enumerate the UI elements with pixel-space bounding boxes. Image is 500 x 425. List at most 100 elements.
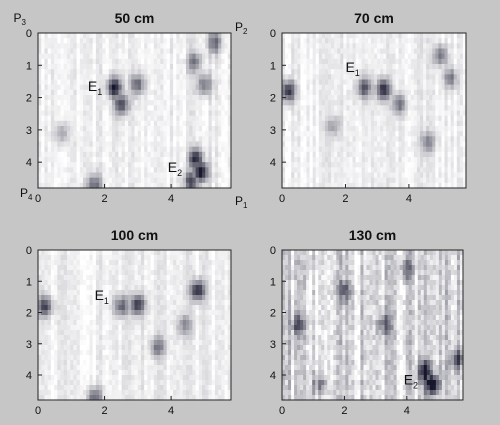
- heatmap-cell: [198, 250, 203, 256]
- heatmap-cell: [86, 335, 91, 341]
- heatmap-cell: [195, 157, 200, 163]
- heatmap-cell: [423, 89, 427, 96]
- heatmap-cell: [309, 172, 314, 179]
- heatmap-cell: [321, 100, 326, 106]
- heatmap-cell: [92, 64, 97, 70]
- heatmap-cell: [364, 146, 369, 153]
- heatmap-cell: [102, 146, 107, 153]
- heatmap-cell: [334, 120, 338, 127]
- heatmap-cell: [447, 100, 452, 106]
- heatmap-cell: [111, 315, 116, 321]
- heatmap-cell: [205, 33, 210, 39]
- heatmap-cell: [99, 340, 103, 346]
- heatmap-cell: [144, 110, 148, 117]
- heatmap-cell: [137, 84, 142, 91]
- heatmap-cell: [38, 33, 42, 39]
- heatmap-cell: [131, 172, 136, 179]
- heatmap-cell: [218, 330, 222, 336]
- heatmap-cell: [63, 250, 68, 256]
- heatmap-cell: [221, 315, 226, 321]
- heatmap-cell: [420, 43, 424, 50]
- heatmap-cell: [294, 177, 298, 184]
- heatmap-cell: [121, 110, 126, 117]
- heatmap-cell: [66, 38, 71, 44]
- heatmap-cell: [214, 182, 219, 189]
- heatmap-cell: [189, 305, 193, 311]
- heatmap-cell: [176, 172, 181, 179]
- heatmap-cell: [121, 53, 126, 60]
- heatmap-cell: [60, 53, 65, 60]
- heatmap-cell: [370, 38, 375, 44]
- heatmap-cell: [389, 151, 393, 158]
- heatmap-cell: [128, 110, 132, 117]
- heatmap-cell: [76, 315, 81, 321]
- heatmap-cell: [163, 340, 168, 346]
- heatmap-cell: [380, 105, 384, 112]
- heatmap-cell: [66, 74, 71, 81]
- heatmap-cell: [150, 43, 155, 50]
- heatmap-cell: [297, 100, 301, 106]
- heatmap-cell: [182, 350, 187, 356]
- heatmap-cell: [218, 79, 222, 86]
- heatmap-cell: [38, 79, 42, 86]
- heatmap-cell: [173, 43, 177, 50]
- heatmap-cell: [227, 38, 232, 44]
- heatmap-cell: [444, 58, 449, 65]
- heatmap-cell: [300, 126, 305, 132]
- heatmap-cell: [92, 126, 97, 132]
- heatmap-cell: [429, 95, 433, 101]
- heatmap-cell: [182, 290, 187, 296]
- heatmap-cell: [438, 58, 443, 65]
- heatmap-cell: [76, 131, 81, 137]
- heatmap-cell: [407, 48, 412, 55]
- heatmap-cell: [413, 131, 418, 137]
- heatmap-cell: [63, 110, 68, 117]
- heatmap-cell: [282, 38, 286, 44]
- heatmap-cell: [328, 84, 332, 91]
- heatmap-cell: [389, 162, 393, 168]
- heatmap-cell: [441, 89, 446, 96]
- heatmap-cell: [227, 43, 232, 50]
- heatmap-cell: [227, 305, 232, 311]
- heatmap-cell: [444, 74, 449, 81]
- heatmap-cell: [105, 340, 110, 346]
- heatmap-cell: [315, 146, 320, 153]
- heatmap-cell: [321, 136, 326, 143]
- heatmap-cell: [44, 136, 49, 143]
- heatmap-cell: [99, 79, 103, 86]
- heatmap-cell: [211, 340, 216, 346]
- heatmap-cell: [86, 141, 91, 148]
- heatmap-cell: [41, 43, 46, 50]
- heatmap-cell: [54, 310, 58, 316]
- heatmap-cell: [144, 89, 148, 96]
- heatmap-cell: [76, 290, 81, 296]
- heatmap-cell: [383, 172, 387, 179]
- heatmap-cell: [444, 64, 449, 70]
- heatmap-cell: [176, 131, 181, 137]
- heatmap-cell: [198, 260, 203, 266]
- heatmap-cell: [169, 84, 174, 91]
- heatmap-cell: [128, 84, 132, 91]
- heatmap-cell: [410, 84, 415, 91]
- heatmap-cell: [92, 141, 97, 148]
- heatmap-cell: [374, 151, 378, 158]
- heatmap-cell: [73, 295, 78, 301]
- heatmap-cell: [169, 177, 174, 184]
- heatmap-cell: [128, 79, 132, 86]
- heatmap-cell: [121, 151, 126, 158]
- heatmap-cell: [291, 38, 295, 44]
- heatmap-cell: [185, 38, 190, 44]
- heatmap-cell: [358, 58, 363, 65]
- heatmap-cell: [95, 162, 100, 168]
- heatmap-cell: [79, 95, 84, 101]
- heatmap-cell: [407, 182, 412, 189]
- heatmap-cell: [63, 350, 68, 356]
- heatmap-cell: [128, 275, 132, 281]
- heatmap-cell: [70, 157, 74, 163]
- heatmap-cell: [441, 84, 446, 91]
- heatmap-cell: [392, 38, 397, 44]
- heatmap-cell: [86, 105, 91, 112]
- heatmap-cell: [447, 33, 452, 39]
- heatmap-cell: [453, 95, 458, 101]
- heatmap-cell: [389, 120, 393, 127]
